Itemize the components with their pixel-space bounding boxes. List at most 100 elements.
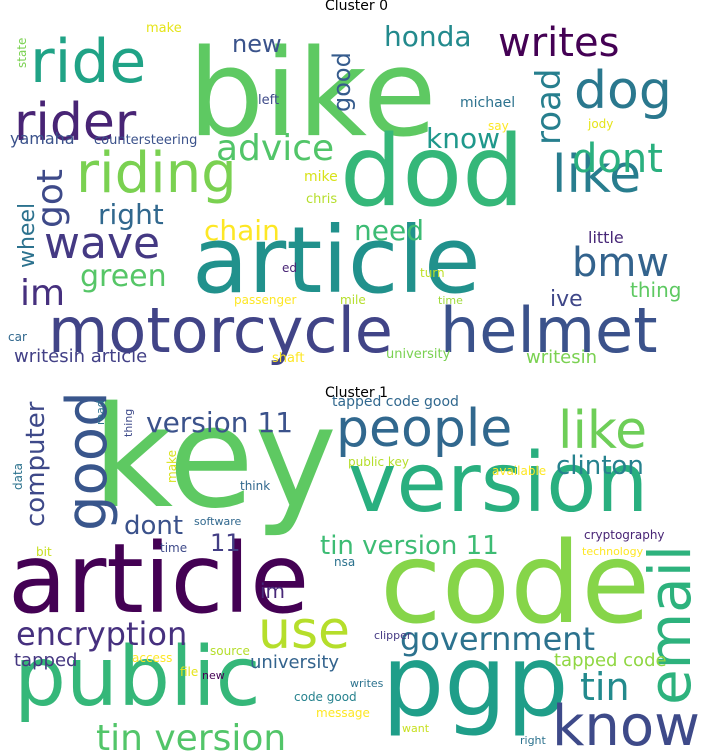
word-code: code <box>380 519 650 649</box>
word-public-key: public key <box>348 455 409 469</box>
word-advice: advice <box>216 128 334 169</box>
word-want: want <box>402 722 430 735</box>
word-writesin: writesin <box>526 347 597 368</box>
word-mile: mile <box>340 293 366 307</box>
cluster-0-title: Cluster 0 <box>324 0 389 14</box>
word-11: 11 <box>210 529 241 557</box>
word-turn: turn <box>420 266 445 280</box>
word-ed: ed <box>282 261 297 275</box>
word-wheel: wheel <box>15 203 40 268</box>
word-dont: dont <box>124 511 183 541</box>
word-bit: bit <box>36 545 52 559</box>
word-passenger: passenger <box>234 293 296 307</box>
word-writes: writes <box>498 20 619 66</box>
cluster-1-panel: Cluster 1 key version article code public pgp… <box>0 380 713 754</box>
word-know: know <box>426 122 500 155</box>
word-wave: wave <box>44 218 160 269</box>
word-key: key <box>92 380 337 540</box>
word-riding: riding <box>76 141 237 206</box>
word-dod: dod <box>340 115 524 229</box>
word-article: article <box>192 207 481 314</box>
word-car: car <box>8 330 27 344</box>
word-time: time <box>160 541 187 555</box>
word-mike: mike <box>304 169 338 185</box>
word-state: state <box>15 38 29 68</box>
cluster-0-panel: Cluster 0 bike dod article motorcycle helmet… <box>8 0 682 368</box>
word-jody: jody <box>587 117 613 131</box>
word-university: university <box>250 652 339 673</box>
word-file: file <box>180 665 198 679</box>
word-new: new <box>202 669 225 682</box>
word-right: right <box>520 734 547 747</box>
word-computer: computer <box>21 401 51 527</box>
word-im: im <box>20 273 65 314</box>
word-tin-version: tin version <box>96 718 286 754</box>
word-university: university <box>386 347 451 362</box>
word-think: think <box>240 479 270 493</box>
word-source: source <box>210 644 250 658</box>
word-government: government <box>400 620 595 658</box>
word-like: like <box>552 145 641 205</box>
word-make: make <box>165 450 179 483</box>
word-road: road <box>529 69 569 145</box>
word-new: new <box>232 30 282 58</box>
word-people: people <box>336 399 512 459</box>
word-tapped: tapped <box>14 650 77 671</box>
word-left: left <box>258 93 279 108</box>
word-code-good: code good <box>294 690 357 704</box>
word-rider: rider <box>14 93 137 153</box>
word-tapped-code-good: tapped code good <box>332 394 459 410</box>
word-motorcycle: motorcycle <box>48 294 393 367</box>
word-bmw: bmw <box>572 240 669 286</box>
word-software: software <box>194 515 241 528</box>
word-thing: thing <box>122 409 135 437</box>
word-encryption: encryption <box>16 615 187 653</box>
word-little: little <box>588 228 624 247</box>
word-know: know <box>552 694 700 754</box>
word-good: good <box>328 52 356 112</box>
word-writesin-article: writesin article <box>14 346 147 367</box>
word-helmet: helmet <box>440 294 658 367</box>
word-time: time <box>438 294 463 307</box>
word-chris: chris <box>306 192 337 207</box>
word-good: good <box>55 391 120 531</box>
word-tin: tin <box>580 665 630 709</box>
word-need: need <box>354 214 424 247</box>
word-article: article <box>8 523 309 635</box>
word-public: public <box>14 630 261 725</box>
word-michael: michael <box>460 95 515 111</box>
word-read: read <box>94 400 107 425</box>
word-thing: thing <box>630 278 681 302</box>
word-make: make <box>146 21 182 36</box>
word-technology: technology <box>582 545 644 558</box>
word-dog: dog <box>574 61 672 121</box>
word-data: data <box>11 463 25 490</box>
word-honda: honda <box>384 20 472 53</box>
word-right: right <box>98 198 164 231</box>
word-clipper: clipper <box>374 629 412 642</box>
word-clinton: clinton <box>556 451 644 481</box>
word-got: got <box>30 169 71 228</box>
word-chain: chain <box>204 214 280 247</box>
word-say: say <box>488 119 509 133</box>
cluster-1-wordcloud: key version article code public pgp people like… <box>8 380 704 754</box>
word-access: access <box>132 651 172 665</box>
word-countersteering: countersteering <box>94 133 197 148</box>
word-use: use <box>258 601 350 661</box>
word-green: green <box>80 259 167 294</box>
word-tapped-code: tapped code <box>554 650 667 671</box>
word-version: version <box>348 436 648 531</box>
word-cryptography: cryptography <box>584 528 665 542</box>
word-available: available <box>492 464 546 478</box>
word-email: email <box>636 545 704 705</box>
word-message: message <box>316 706 370 720</box>
word-nsa: nsa <box>334 555 355 569</box>
cluster-1-title: Cluster 1 <box>324 385 389 401</box>
word-pgp: pgp <box>382 625 569 739</box>
word-im: im <box>260 579 285 603</box>
word-writes: writes <box>350 677 384 690</box>
word-tin-version-11: tin version 11 <box>320 531 499 561</box>
word-shaft: shaft <box>272 351 304 366</box>
word-bike: bike <box>188 25 437 164</box>
